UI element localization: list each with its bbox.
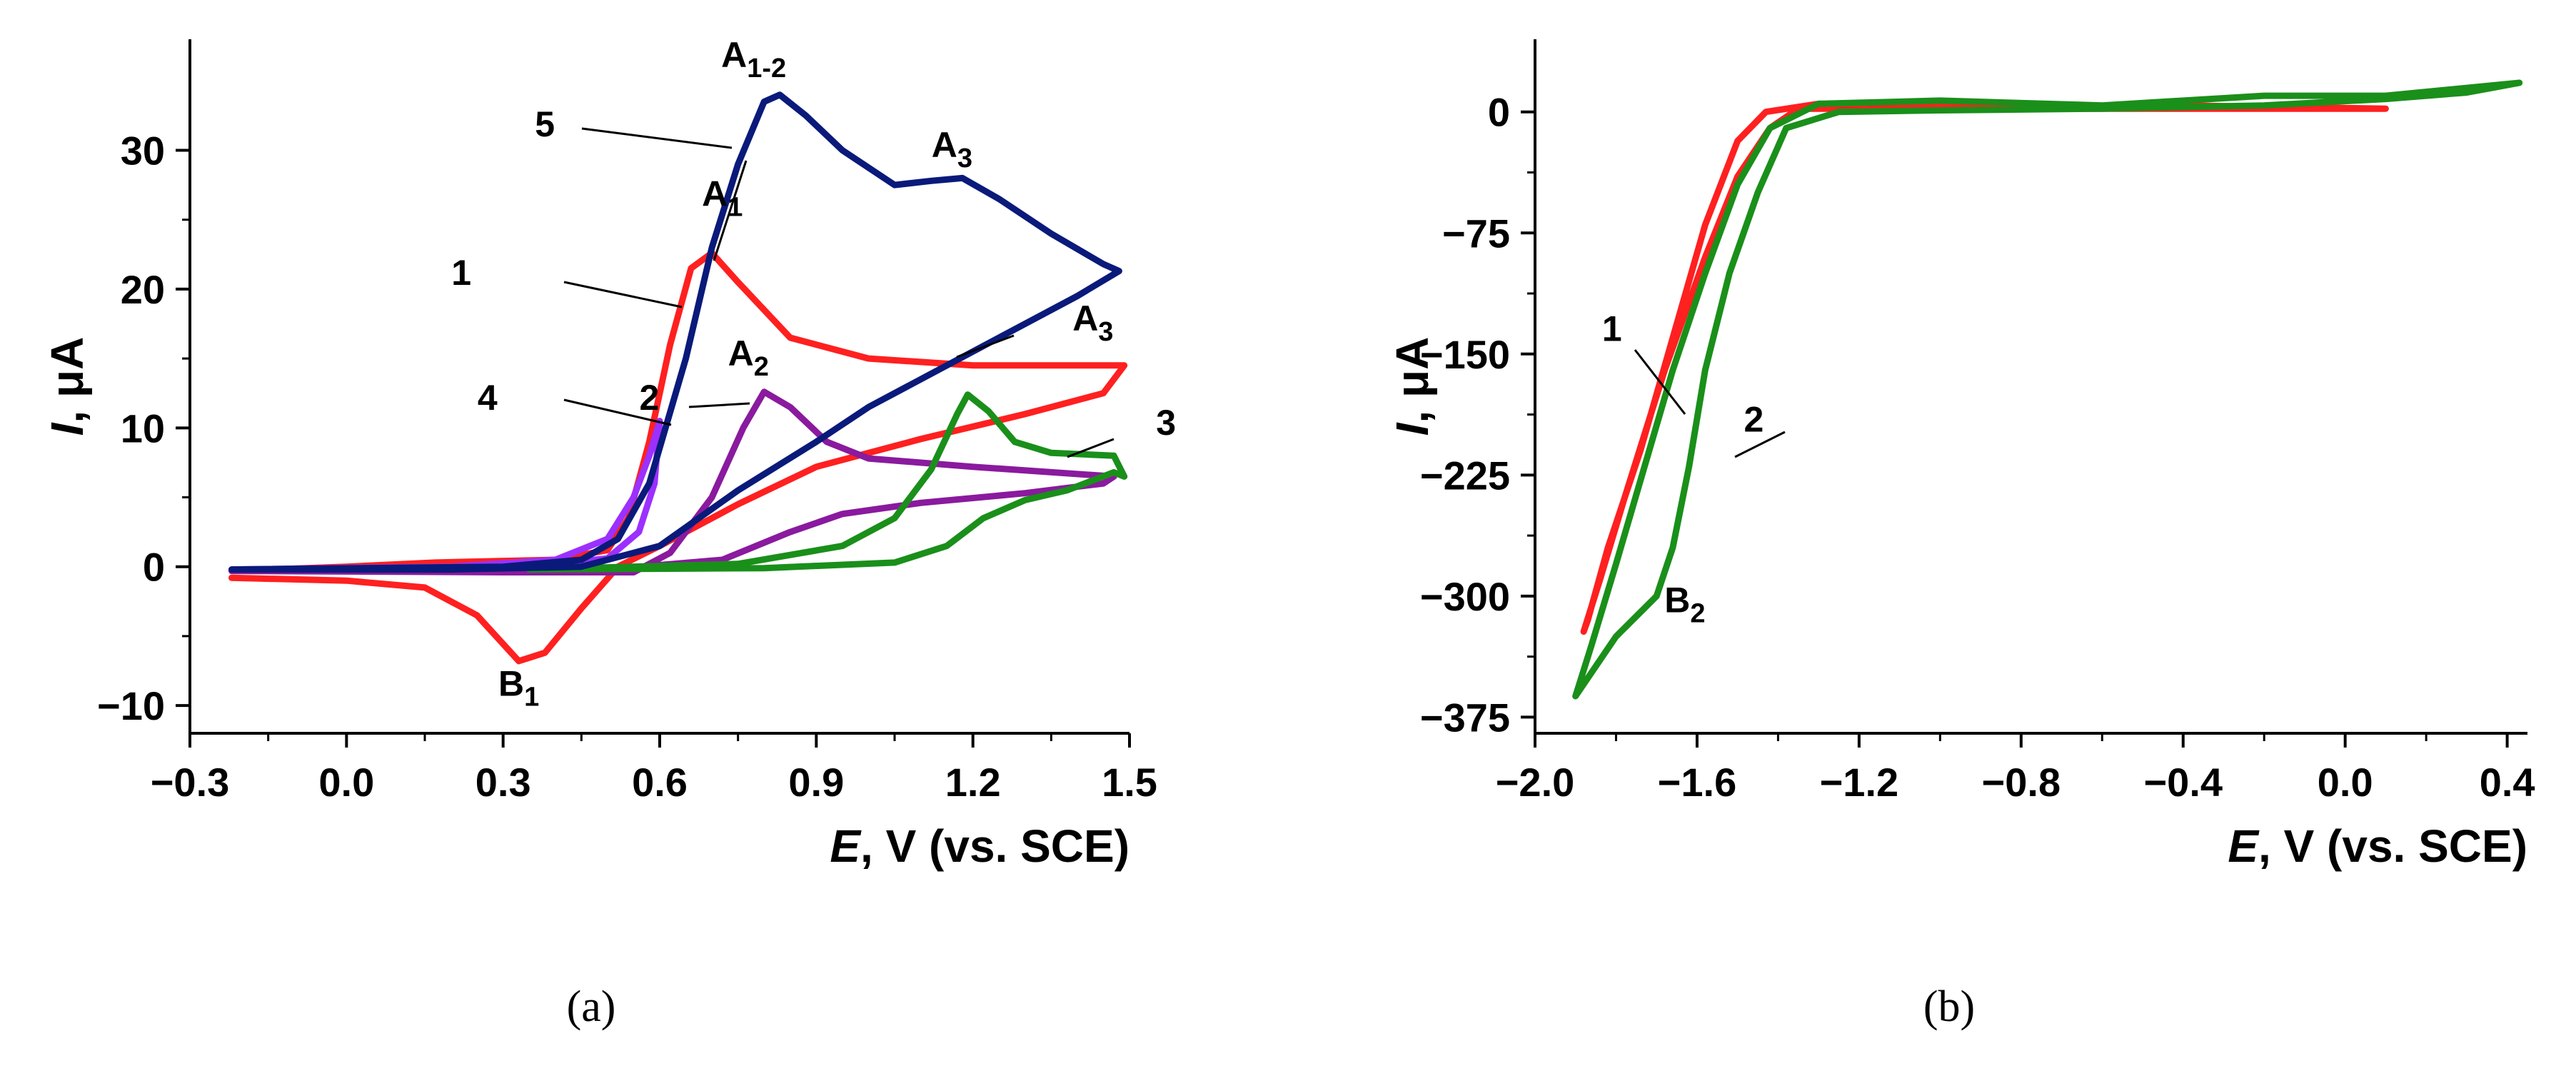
annotation-leader-line: [1734, 431, 1786, 458]
annotation-main: A: [702, 174, 728, 213]
x-tick-label: 1.5: [1102, 760, 1157, 805]
annotation-main: 5: [535, 104, 555, 144]
y-axis-label-symbol: I: [41, 422, 93, 436]
annotation-label: 1: [1602, 309, 1622, 349]
annotation-label: 2: [1744, 399, 1764, 439]
annotation-label: A2: [728, 333, 769, 382]
annotation-label: A1: [702, 174, 743, 222]
annotation-leader-line: [956, 334, 1015, 358]
annotation-main: B: [1664, 580, 1690, 620]
x-tick-label: 0.4: [2480, 760, 2535, 805]
series-4-line: [228, 418, 663, 573]
y-axis-label-symbol: I: [1387, 422, 1438, 436]
x-tick-label: 0.9: [788, 760, 844, 805]
series-2-line: [1572, 79, 2523, 700]
annotation-subscript: 1: [728, 192, 743, 222]
x-axis-label: E, V (vs. SCE): [830, 820, 1129, 872]
y-tick-label: −375: [1420, 695, 1510, 740]
y-tick-label: −75: [1442, 211, 1510, 256]
y-axis-label-unit: , μA: [1387, 337, 1438, 423]
annotation-subscript: 2: [1690, 598, 1705, 628]
chart-panel-b: −2.0 −1.6 −1.2 −0.8 −0.4 0.0 0.4 −375 −300 −225 −1…: [1387, 39, 2535, 1031]
annotation-main: 1: [451, 253, 471, 293]
annotation-label: B2: [1664, 580, 1705, 628]
y-axis-label-unit: , μA: [41, 337, 93, 423]
series-1-line: [1580, 100, 2389, 635]
x-tick-label: 1.2: [945, 760, 1001, 805]
annotation-main: 2: [639, 378, 659, 418]
y-tick-label: 10: [121, 406, 165, 451]
panel-label: (a): [567, 982, 616, 1031]
x-axis-label-symbol: E: [2228, 820, 2260, 872]
annotation-label: 5: [535, 104, 555, 144]
series-1-line: [228, 249, 1128, 665]
x-tick-label: −0.4: [2143, 760, 2223, 805]
x-tick-label: −0.8: [1982, 760, 2061, 805]
annotation-main: A: [721, 35, 747, 75]
y-axis-label: I, μA: [41, 337, 93, 436]
annotation-main: A: [728, 333, 754, 373]
x-tick-label: 0.0: [318, 760, 374, 805]
y-tick-label: 30: [121, 129, 165, 174]
annotation-label: A3: [932, 125, 972, 174]
annotation-leader-line: [563, 398, 672, 426]
y-tick-label: −150: [1420, 332, 1510, 377]
annotation-leader-line: [688, 402, 750, 408]
y-tick-label: 0: [1488, 90, 1510, 135]
x-tick-label: 0.6: [632, 760, 688, 805]
annotation-label: 3: [1156, 403, 1176, 443]
annotation-subscript: 3: [1098, 317, 1113, 347]
x-axis-label-unit: , V (vs. SCE): [860, 820, 1129, 872]
annotation-leader-line: [1067, 438, 1115, 458]
annotation-leader-line: [713, 160, 748, 261]
annotation-main: 4: [478, 378, 498, 418]
y-axis-label: I, μA: [1387, 337, 1438, 436]
x-tick-label: −1.6: [1658, 760, 1737, 805]
panel-label: (b): [1923, 982, 1975, 1031]
x-tick-label: 0.0: [2318, 760, 2373, 805]
annotation-subscript: 1: [524, 683, 539, 713]
y-tick-label: 0: [143, 545, 165, 590]
annotation-subscript: 3: [957, 144, 972, 174]
annotation-main: 1: [1602, 309, 1622, 349]
x-axis-label-unit: , V (vs. SCE): [2258, 820, 2527, 872]
x-axis-label-symbol: E: [830, 820, 862, 872]
series-3-line: [525, 391, 1128, 573]
annotation-label: B1: [498, 664, 539, 713]
x-tick-label: −2.0: [1496, 760, 1575, 805]
annotation-label: A1-2: [721, 35, 786, 84]
annotation-label: 4: [478, 378, 498, 418]
annotation-subscript: 2: [754, 352, 769, 382]
x-tick-label: −0.3: [151, 760, 230, 805]
x-axis-label: E, V (vs. SCE): [2228, 820, 2527, 872]
annotation-leader-line: [581, 127, 733, 149]
annotation-label: 2: [639, 378, 659, 418]
x-tick-label: 0.3: [476, 760, 531, 805]
annotation-main: 3: [1156, 403, 1176, 443]
y-tick-label: −300: [1420, 574, 1510, 619]
y-tick-label: 20: [121, 267, 165, 312]
annotation-main: A: [1072, 298, 1098, 338]
series-5-line: [228, 91, 1122, 573]
chart-panel-a: −0.3 0.0 0.3 0.6 0.9 1.2 1.5 −10 0 10 20 30 E, V (vs…: [41, 35, 1176, 1031]
annotation-main: A: [932, 125, 957, 165]
y-tick-label: −225: [1420, 453, 1510, 498]
annotation-leader-line: [1634, 349, 1686, 415]
annotation-subscript: 1-2: [747, 54, 786, 84]
x-tick-label: −1.2: [1820, 760, 1899, 805]
series-2-line: [228, 388, 1117, 575]
y-tick-label: −10: [97, 683, 165, 728]
annotation-label: 1: [451, 253, 471, 293]
annotation-leader-line: [563, 281, 683, 308]
annotation-main: 2: [1744, 399, 1764, 439]
annotation-main: B: [498, 664, 524, 704]
annotation-label: A3: [1072, 298, 1113, 347]
